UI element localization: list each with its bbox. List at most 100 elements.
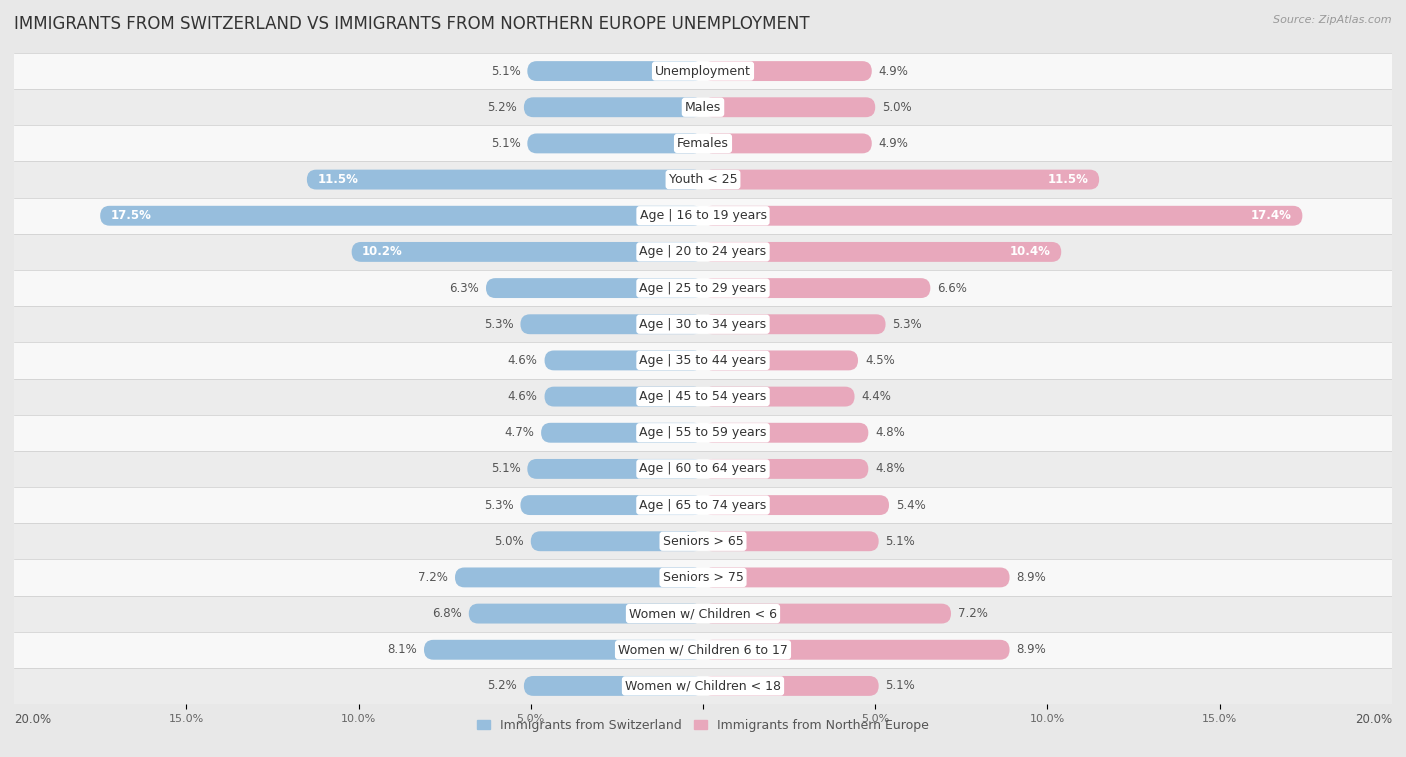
Text: Seniors > 65: Seniors > 65 bbox=[662, 534, 744, 548]
Text: 4.5%: 4.5% bbox=[865, 354, 894, 367]
Text: Age | 16 to 19 years: Age | 16 to 19 years bbox=[640, 209, 766, 223]
Text: Women w/ Children < 6: Women w/ Children < 6 bbox=[628, 607, 778, 620]
Text: 4.7%: 4.7% bbox=[505, 426, 534, 439]
Text: 4.9%: 4.9% bbox=[879, 137, 908, 150]
FancyBboxPatch shape bbox=[14, 342, 1392, 378]
Text: Women w/ Children < 18: Women w/ Children < 18 bbox=[626, 680, 780, 693]
Text: 7.2%: 7.2% bbox=[418, 571, 449, 584]
Text: 17.5%: 17.5% bbox=[111, 209, 152, 223]
FancyBboxPatch shape bbox=[703, 495, 889, 515]
Text: Age | 45 to 54 years: Age | 45 to 54 years bbox=[640, 390, 766, 403]
Text: 8.9%: 8.9% bbox=[1017, 643, 1046, 656]
FancyBboxPatch shape bbox=[703, 206, 1302, 226]
FancyBboxPatch shape bbox=[14, 523, 1392, 559]
FancyBboxPatch shape bbox=[14, 631, 1392, 668]
FancyBboxPatch shape bbox=[541, 423, 703, 443]
Text: 5.3%: 5.3% bbox=[484, 499, 513, 512]
FancyBboxPatch shape bbox=[14, 53, 1392, 89]
FancyBboxPatch shape bbox=[14, 668, 1392, 704]
FancyBboxPatch shape bbox=[14, 415, 1392, 451]
Legend: Immigrants from Switzerland, Immigrants from Northern Europe: Immigrants from Switzerland, Immigrants … bbox=[472, 714, 934, 737]
Text: 10.2%: 10.2% bbox=[361, 245, 402, 258]
FancyBboxPatch shape bbox=[703, 423, 869, 443]
FancyBboxPatch shape bbox=[486, 278, 703, 298]
FancyBboxPatch shape bbox=[520, 495, 703, 515]
FancyBboxPatch shape bbox=[703, 640, 1010, 659]
FancyBboxPatch shape bbox=[703, 531, 879, 551]
FancyBboxPatch shape bbox=[14, 198, 1392, 234]
FancyBboxPatch shape bbox=[703, 603, 950, 624]
FancyBboxPatch shape bbox=[544, 350, 703, 370]
FancyBboxPatch shape bbox=[14, 234, 1392, 270]
Text: 10.4%: 10.4% bbox=[1010, 245, 1050, 258]
FancyBboxPatch shape bbox=[456, 568, 703, 587]
Text: Age | 20 to 24 years: Age | 20 to 24 years bbox=[640, 245, 766, 258]
Text: 4.4%: 4.4% bbox=[862, 390, 891, 403]
Text: 7.2%: 7.2% bbox=[957, 607, 988, 620]
Text: 5.2%: 5.2% bbox=[488, 680, 517, 693]
Text: Age | 60 to 64 years: Age | 60 to 64 years bbox=[640, 463, 766, 475]
Text: Age | 25 to 29 years: Age | 25 to 29 years bbox=[640, 282, 766, 294]
FancyBboxPatch shape bbox=[468, 603, 703, 624]
FancyBboxPatch shape bbox=[703, 459, 869, 479]
Text: 17.4%: 17.4% bbox=[1251, 209, 1292, 223]
Text: 5.4%: 5.4% bbox=[896, 499, 925, 512]
FancyBboxPatch shape bbox=[703, 133, 872, 154]
FancyBboxPatch shape bbox=[703, 568, 1010, 587]
Text: 5.0%: 5.0% bbox=[882, 101, 911, 114]
Text: IMMIGRANTS FROM SWITZERLAND VS IMMIGRANTS FROM NORTHERN EUROPE UNEMPLOYMENT: IMMIGRANTS FROM SWITZERLAND VS IMMIGRANT… bbox=[14, 15, 810, 33]
FancyBboxPatch shape bbox=[531, 531, 703, 551]
Text: 5.3%: 5.3% bbox=[893, 318, 922, 331]
FancyBboxPatch shape bbox=[14, 487, 1392, 523]
Text: Age | 55 to 59 years: Age | 55 to 59 years bbox=[640, 426, 766, 439]
Text: Females: Females bbox=[678, 137, 728, 150]
Text: Males: Males bbox=[685, 101, 721, 114]
Text: 11.5%: 11.5% bbox=[318, 173, 359, 186]
Text: 11.5%: 11.5% bbox=[1047, 173, 1088, 186]
FancyBboxPatch shape bbox=[307, 170, 703, 189]
FancyBboxPatch shape bbox=[703, 314, 886, 334]
Text: Age | 65 to 74 years: Age | 65 to 74 years bbox=[640, 499, 766, 512]
FancyBboxPatch shape bbox=[14, 306, 1392, 342]
FancyBboxPatch shape bbox=[703, 387, 855, 407]
FancyBboxPatch shape bbox=[524, 676, 703, 696]
Text: 4.8%: 4.8% bbox=[875, 426, 905, 439]
Text: Age | 30 to 34 years: Age | 30 to 34 years bbox=[640, 318, 766, 331]
Text: 5.1%: 5.1% bbox=[491, 463, 520, 475]
FancyBboxPatch shape bbox=[524, 98, 703, 117]
FancyBboxPatch shape bbox=[703, 676, 879, 696]
Text: 4.6%: 4.6% bbox=[508, 390, 537, 403]
Text: Women w/ Children 6 to 17: Women w/ Children 6 to 17 bbox=[619, 643, 787, 656]
FancyBboxPatch shape bbox=[14, 559, 1392, 596]
Text: Age | 35 to 44 years: Age | 35 to 44 years bbox=[640, 354, 766, 367]
FancyBboxPatch shape bbox=[703, 350, 858, 370]
FancyBboxPatch shape bbox=[425, 640, 703, 659]
Text: 4.6%: 4.6% bbox=[508, 354, 537, 367]
FancyBboxPatch shape bbox=[14, 451, 1392, 487]
Text: 4.8%: 4.8% bbox=[875, 463, 905, 475]
Text: 8.9%: 8.9% bbox=[1017, 571, 1046, 584]
Text: 8.1%: 8.1% bbox=[387, 643, 418, 656]
FancyBboxPatch shape bbox=[14, 126, 1392, 161]
Text: 5.0%: 5.0% bbox=[495, 534, 524, 548]
FancyBboxPatch shape bbox=[544, 387, 703, 407]
FancyBboxPatch shape bbox=[14, 89, 1392, 126]
FancyBboxPatch shape bbox=[703, 61, 872, 81]
Text: Unemployment: Unemployment bbox=[655, 64, 751, 77]
FancyBboxPatch shape bbox=[100, 206, 703, 226]
Text: 5.1%: 5.1% bbox=[491, 64, 520, 77]
Text: 5.3%: 5.3% bbox=[484, 318, 513, 331]
Text: 5.2%: 5.2% bbox=[488, 101, 517, 114]
Text: 20.0%: 20.0% bbox=[14, 713, 51, 726]
FancyBboxPatch shape bbox=[527, 133, 703, 154]
Text: Seniors > 75: Seniors > 75 bbox=[662, 571, 744, 584]
Text: 6.6%: 6.6% bbox=[938, 282, 967, 294]
FancyBboxPatch shape bbox=[527, 61, 703, 81]
Text: 6.3%: 6.3% bbox=[450, 282, 479, 294]
FancyBboxPatch shape bbox=[703, 242, 1062, 262]
FancyBboxPatch shape bbox=[14, 161, 1392, 198]
FancyBboxPatch shape bbox=[703, 278, 931, 298]
Text: 20.0%: 20.0% bbox=[1355, 713, 1392, 726]
Text: 6.8%: 6.8% bbox=[432, 607, 461, 620]
Text: 5.1%: 5.1% bbox=[886, 534, 915, 548]
